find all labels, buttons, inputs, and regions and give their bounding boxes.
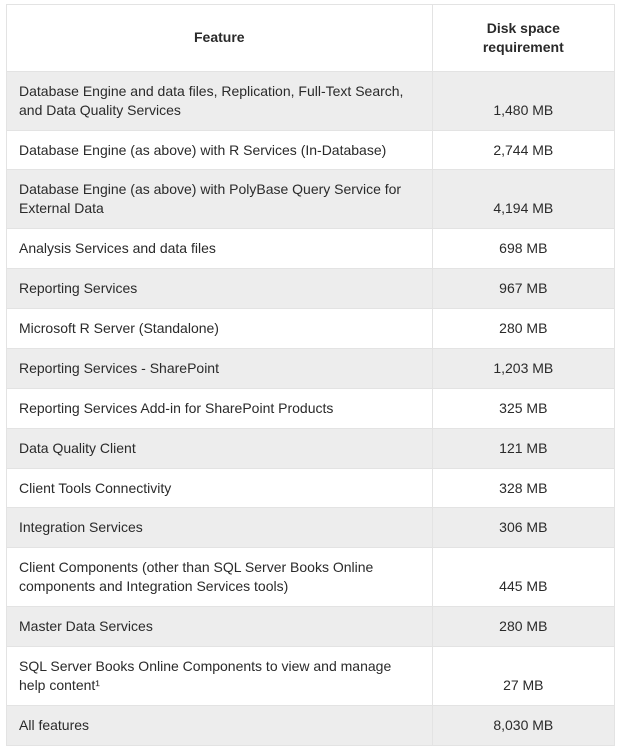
table-row: Microsoft R Server (Standalone) 280 MB xyxy=(7,309,615,349)
cell-requirement: 698 MB xyxy=(432,229,614,269)
table-row: Database Engine (as above) with PolyBase… xyxy=(7,170,615,229)
table-row: Database Engine and data files, Replicat… xyxy=(7,71,615,130)
cell-feature: Database Engine (as above) with PolyBase… xyxy=(7,170,433,229)
cell-requirement: 967 MB xyxy=(432,269,614,309)
table-row: SQL Server Books Online Components to vi… xyxy=(7,647,615,706)
column-header-feature: Feature xyxy=(7,5,433,72)
table-row: Integration Services 306 MB xyxy=(7,508,615,548)
table-row: Reporting Services Add-in for SharePoint… xyxy=(7,388,615,428)
cell-requirement: 27 MB xyxy=(432,647,614,706)
cell-feature: Database Engine and data files, Replicat… xyxy=(7,71,433,130)
table-row: Reporting Services 967 MB xyxy=(7,269,615,309)
cell-feature: Integration Services xyxy=(7,508,433,548)
cell-requirement: 121 MB xyxy=(432,428,614,468)
cell-feature: Database Engine (as above) with R Servic… xyxy=(7,130,433,170)
cell-requirement: 4,194 MB xyxy=(432,170,614,229)
cell-requirement: 1,203 MB xyxy=(432,348,614,388)
cell-requirement: 280 MB xyxy=(432,607,614,647)
cell-requirement: 325 MB xyxy=(432,388,614,428)
table-row: Data Quality Client 121 MB xyxy=(7,428,615,468)
cell-feature: Microsoft R Server (Standalone) xyxy=(7,309,433,349)
disk-space-table: Feature Disk space requirement Database … xyxy=(6,4,615,746)
cell-requirement: 280 MB xyxy=(432,309,614,349)
cell-feature: Master Data Services xyxy=(7,607,433,647)
cell-requirement: 445 MB xyxy=(432,548,614,607)
cell-feature: Reporting Services Add-in for SharePoint… xyxy=(7,388,433,428)
cell-requirement: 328 MB xyxy=(432,468,614,508)
cell-requirement: 2,744 MB xyxy=(432,130,614,170)
disk-space-table-container: Feature Disk space requirement Database … xyxy=(0,0,621,756)
cell-feature: Reporting Services xyxy=(7,269,433,309)
table-row: Database Engine (as above) with R Servic… xyxy=(7,130,615,170)
table-row: Client Components (other than SQL Server… xyxy=(7,548,615,607)
table-row: Master Data Services 280 MB xyxy=(7,607,615,647)
table-body: Database Engine and data files, Replicat… xyxy=(7,71,615,745)
cell-feature: Analysis Services and data files xyxy=(7,229,433,269)
cell-requirement: 8,030 MB xyxy=(432,705,614,745)
table-row: Reporting Services - SharePoint 1,203 MB xyxy=(7,348,615,388)
table-header-row: Feature Disk space requirement xyxy=(7,5,615,72)
cell-feature: All features xyxy=(7,705,433,745)
cell-feature: Client Components (other than SQL Server… xyxy=(7,548,433,607)
cell-feature: Reporting Services - SharePoint xyxy=(7,348,433,388)
table-row: All features 8,030 MB xyxy=(7,705,615,745)
cell-requirement: 306 MB xyxy=(432,508,614,548)
cell-feature: Client Tools Connectivity xyxy=(7,468,433,508)
table-row: Client Tools Connectivity 328 MB xyxy=(7,468,615,508)
cell-feature: SQL Server Books Online Components to vi… xyxy=(7,647,433,706)
cell-requirement: 1,480 MB xyxy=(432,71,614,130)
cell-feature: Data Quality Client xyxy=(7,428,433,468)
table-row: Analysis Services and data files 698 MB xyxy=(7,229,615,269)
column-header-requirement: Disk space requirement xyxy=(432,5,614,72)
